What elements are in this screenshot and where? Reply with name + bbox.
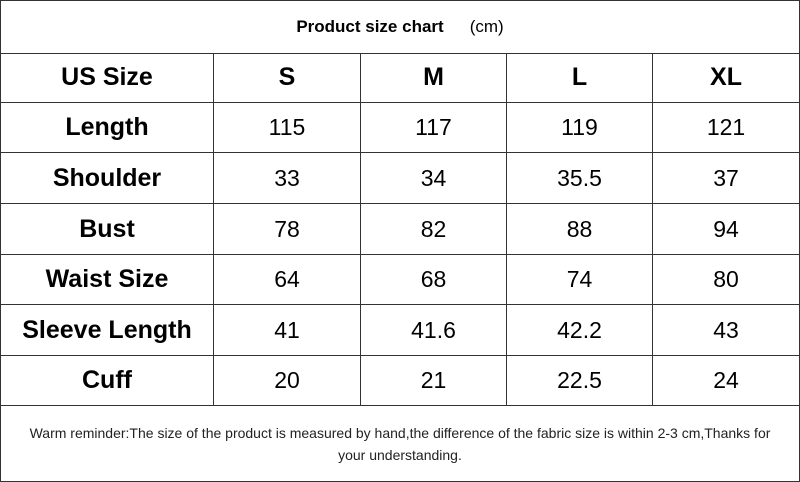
row-label: Length: [1, 103, 214, 153]
size-value: 41.6: [361, 305, 507, 356]
size-value: 82: [361, 204, 507, 255]
header-cell: US Size: [1, 53, 214, 103]
size-value: 43: [653, 305, 799, 356]
size-value: 41: [214, 305, 361, 356]
size-value: 80: [653, 255, 799, 305]
row-label: Waist Size: [1, 255, 214, 305]
row-label: Bust: [1, 204, 214, 255]
size-value: 64: [214, 255, 361, 305]
size-value: 24: [653, 356, 799, 406]
row-label: Cuff: [1, 356, 214, 406]
row-label: Shoulder: [1, 153, 214, 204]
header-cell: XL: [653, 53, 799, 103]
title: Product size chart: [296, 17, 444, 36]
size-value: 88: [507, 204, 653, 255]
size-value: 37: [653, 153, 799, 204]
size-value: 68: [361, 255, 507, 305]
size-value: 34: [361, 153, 507, 204]
header-cell: M: [361, 53, 507, 103]
size-value: 74: [507, 255, 653, 305]
note: Warm reminder:The size of the product is…: [29, 424, 771, 463]
size-value: 42.2: [507, 305, 653, 356]
title-bar: Product size chart (cm): [1, 1, 799, 54]
size-value: 35.5: [507, 153, 653, 204]
size-value: 21: [361, 356, 507, 406]
unit: (cm): [469, 17, 504, 36]
size-value: 20: [214, 356, 361, 406]
size-value: 119: [507, 103, 653, 153]
size-value: 33: [214, 153, 361, 204]
size-value: 94: [653, 204, 799, 255]
row-label: Sleeve Length: [1, 305, 214, 356]
header-cell: S: [214, 53, 361, 103]
size-value: 22.5: [507, 356, 653, 406]
header-cell: L: [507, 53, 653, 103]
size-value: 78: [214, 204, 361, 255]
size-value: 121: [653, 103, 799, 153]
size-value: 115: [214, 103, 361, 153]
size-value: 117: [361, 103, 507, 153]
